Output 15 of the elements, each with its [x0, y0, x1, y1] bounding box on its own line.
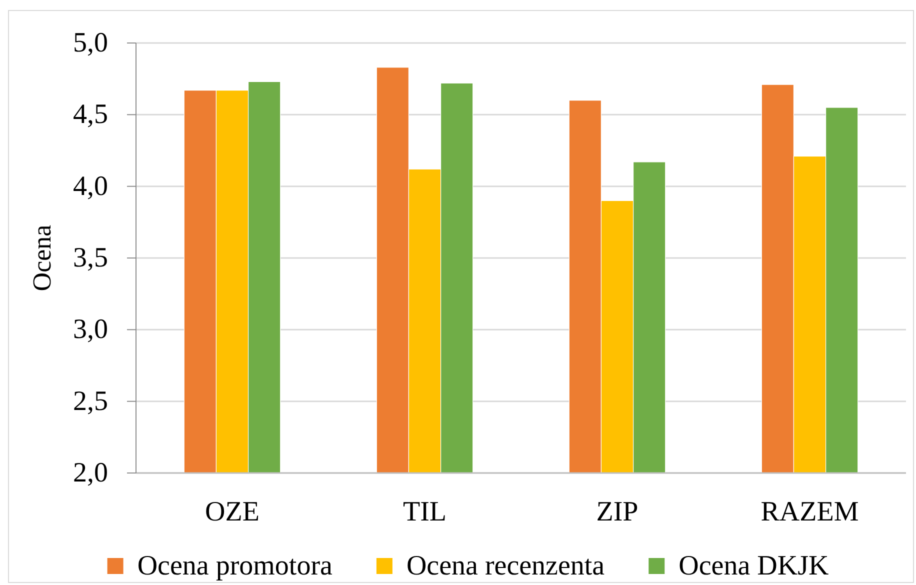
x-tick-label: TIL	[402, 496, 447, 528]
legend-label: Ocena DKJK	[678, 550, 829, 582]
x-tick-label: OZE	[205, 496, 260, 528]
x-tick-label: RAZEM	[760, 496, 859, 528]
y-tick-label: 2,0	[73, 458, 108, 488]
y-tick-label: 2,5	[73, 386, 108, 417]
y-tick-label: 4,0	[73, 170, 108, 202]
y-tick-label: 4,5	[73, 99, 108, 130]
x-tick-label: ZIP	[596, 496, 638, 528]
y-tick-label: 3,0	[73, 314, 108, 346]
y-axis-title: Ocena	[28, 224, 56, 292]
y-tick-label: 3,5	[73, 242, 108, 274]
y-tick-label: 5,0	[73, 28, 108, 58]
legend-label: Ocena promotora	[137, 550, 334, 582]
legend-label: Ocena recenzenta	[406, 550, 606, 582]
